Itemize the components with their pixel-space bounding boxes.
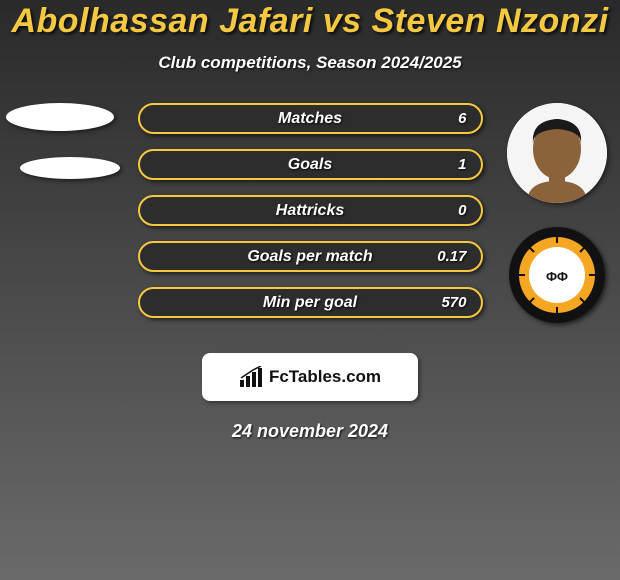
- content-wrapper: Abolhassan Jafari vs Steven Nzonzi Club …: [0, 0, 620, 442]
- left-player-column: [6, 103, 126, 179]
- stat-label: Matches: [278, 110, 342, 128]
- stat-bar-goals: Goals 1: [138, 149, 483, 180]
- page-subtitle: Club competitions, Season 2024/2025: [0, 53, 620, 73]
- avatar-illustration: [507, 103, 607, 203]
- player1-badge-placeholder: [20, 157, 120, 179]
- player1-avatar-placeholder: [6, 103, 114, 131]
- club-badge-icon: ФФ: [509, 227, 605, 323]
- stats-area: Matches 6 Goals 1 Hattricks 0 Goals per …: [0, 103, 620, 343]
- date-text: 24 november 2024: [0, 421, 620, 442]
- right-player-column: ФФ: [502, 103, 612, 323]
- player2-avatar: [507, 103, 607, 203]
- stat-value: 570: [441, 294, 466, 311]
- brand-text: FcTables.com: [269, 367, 381, 387]
- stat-bar-goals-per-match: Goals per match 0.17: [138, 241, 483, 272]
- brand-chart-icon: [239, 366, 265, 388]
- stat-bars: Matches 6 Goals 1 Hattricks 0 Goals per …: [138, 103, 483, 318]
- stat-label: Goals: [288, 156, 332, 174]
- stat-label: Hattricks: [276, 202, 344, 220]
- stat-value: 6: [458, 110, 466, 127]
- stat-bar-matches: Matches 6: [138, 103, 483, 134]
- stat-value: 0.17: [437, 248, 466, 265]
- stat-bar-min-per-goal: Min per goal 570: [138, 287, 483, 318]
- stat-bar-hattricks: Hattricks 0: [138, 195, 483, 226]
- page-title: Abolhassan Jafari vs Steven Nzonzi: [0, 2, 620, 41]
- svg-text:ФФ: ФФ: [546, 269, 568, 284]
- stat-label: Min per goal: [263, 294, 357, 312]
- player2-club-badge: ФФ: [509, 227, 605, 323]
- stat-label: Goals per match: [247, 248, 372, 266]
- stat-value: 0: [458, 202, 466, 219]
- stat-value: 1: [458, 156, 466, 173]
- brand-box[interactable]: FcTables.com: [202, 353, 418, 401]
